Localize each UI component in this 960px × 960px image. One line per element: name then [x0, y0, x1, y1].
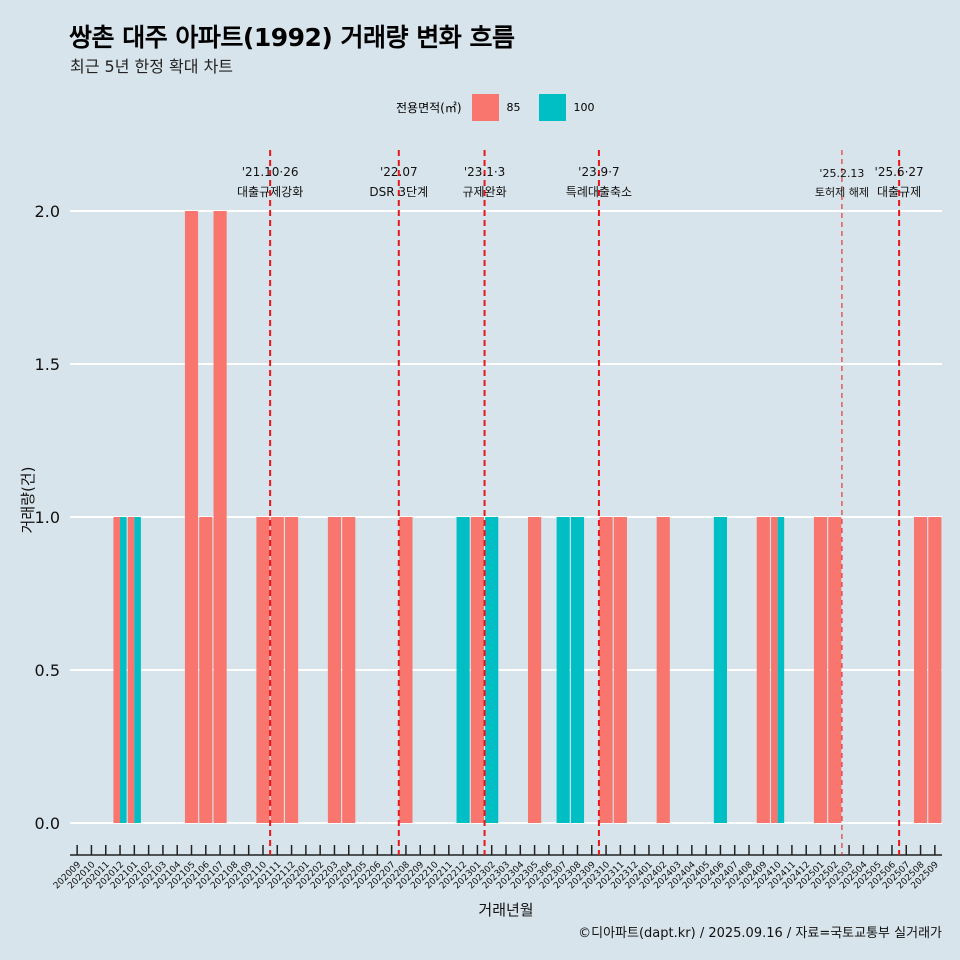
- source-caption: ©디아파트(dapt.kr) / 2025.09.16 / 자료=국토교통부 실…: [578, 926, 942, 941]
- y-tick-label: 1.5: [35, 355, 60, 374]
- y-tick-label: 0.0: [35, 814, 60, 833]
- bar-85: [184, 211, 199, 823]
- bar-100: [777, 517, 785, 823]
- bar-85: [213, 211, 227, 823]
- chart-title: 쌍촌 대주 아파트(1992) 거래량 변화 흐름: [69, 23, 515, 52]
- legend-label-100: 100: [573, 100, 595, 114]
- bar-100: [556, 517, 570, 823]
- event-name-label: 대출규제: [877, 185, 921, 199]
- bar-85: [928, 517, 942, 823]
- bar-85: [913, 517, 928, 823]
- bar-85: [284, 517, 299, 823]
- bar-100: [485, 517, 499, 823]
- event-name-label: 대출규제강화: [237, 185, 303, 199]
- event-date-label: '23.9·7: [578, 165, 619, 179]
- legend-key-85: [471, 93, 499, 121]
- bar-85: [528, 517, 542, 823]
- bar-85: [756, 517, 770, 823]
- bar-85: [599, 517, 613, 823]
- bar-85: [113, 517, 121, 823]
- bar-85: [256, 517, 270, 823]
- bar-85: [656, 517, 670, 823]
- event-date-label: '21.10·26: [242, 165, 299, 179]
- legend-label-85: 85: [506, 100, 521, 114]
- bar-85: [327, 517, 342, 823]
- legend: 전용면적(㎡) 85 100: [396, 93, 613, 121]
- bar-85: [828, 517, 842, 823]
- bar-85: [470, 517, 484, 823]
- bar-85: [270, 517, 284, 823]
- event-name-label: DSR 3단계: [369, 185, 428, 199]
- event-name-label: 규제완화: [462, 185, 506, 199]
- y-tick-label: 1.0: [35, 508, 60, 527]
- bar-85: [342, 517, 356, 823]
- event-date-label: '25.2.13: [819, 167, 864, 180]
- legend-key-100: [538, 93, 566, 121]
- event-date-label: '22.07: [380, 165, 418, 179]
- bar-85: [771, 517, 778, 823]
- bar-85: [399, 517, 413, 823]
- bar-100: [120, 517, 127, 823]
- chart-subtitle: 최근 5년 한정 확대 차트: [70, 57, 234, 76]
- event-date-label: '23.1·3: [464, 165, 505, 179]
- legend-title: 전용면적(㎡): [396, 100, 462, 115]
- bar-85: [127, 517, 135, 823]
- bar-100: [570, 517, 585, 823]
- bar-100: [456, 517, 470, 823]
- event-date-label: '25.6·27: [875, 165, 924, 179]
- y-tick-label: 2.0: [35, 202, 60, 221]
- x-axis-title: 거래년월: [478, 901, 533, 919]
- event-name-label: 특례대출축소: [566, 185, 632, 199]
- bar-100: [134, 517, 141, 823]
- bar-85: [813, 517, 828, 823]
- bar-85: [613, 517, 627, 823]
- y-axis-title: 거래량(건): [19, 467, 37, 534]
- event-name-label: 토허제 해제: [815, 185, 869, 199]
- bar-100: [713, 517, 728, 823]
- y-tick-label: 0.5: [35, 661, 60, 680]
- bar-85: [199, 517, 213, 823]
